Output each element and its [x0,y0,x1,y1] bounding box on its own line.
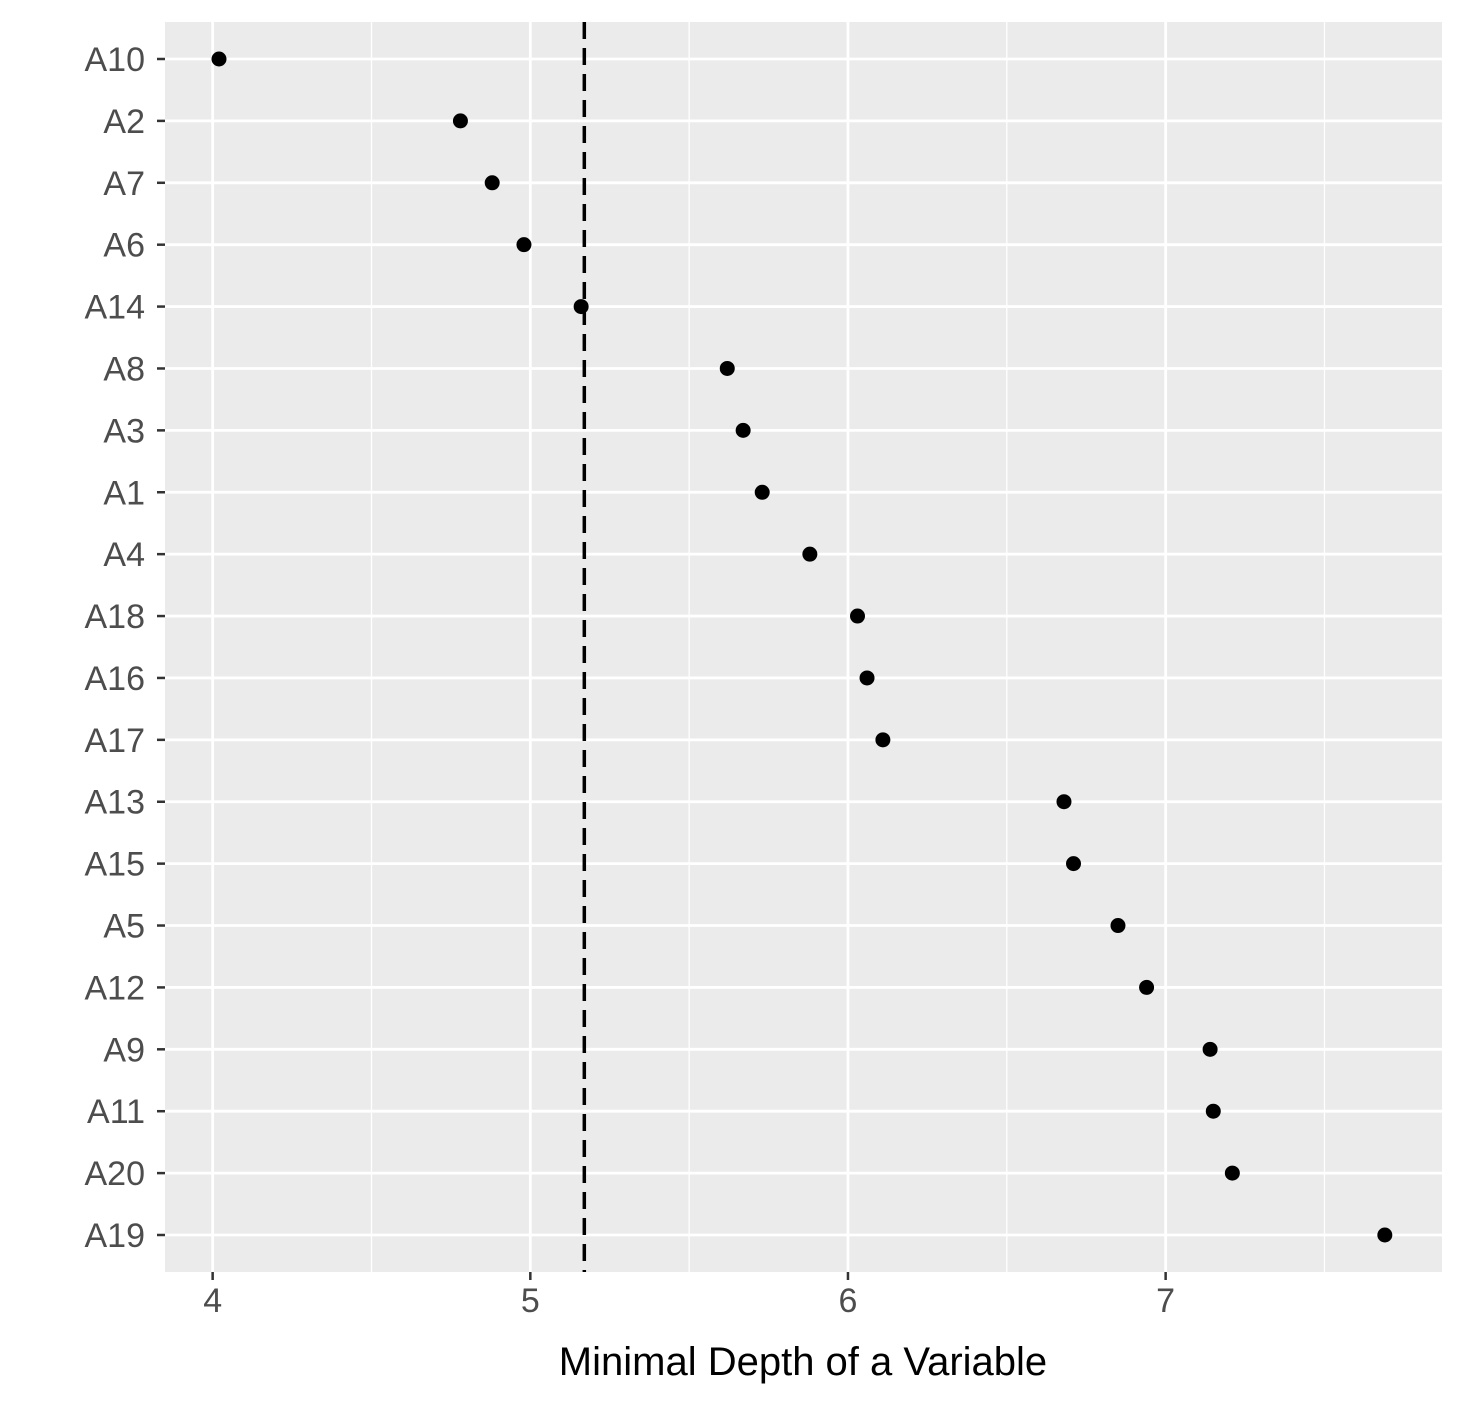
x-tick-label: 6 [839,1282,858,1320]
data-point [1377,1227,1393,1243]
data-point [754,484,770,500]
y-tick-label: A13 [85,784,146,822]
y-tick-label: A9 [103,1031,145,1069]
data-point [211,51,227,67]
data-point [735,422,751,438]
y-tick-label: A5 [103,908,145,946]
x-axis: 4 5 6 7 [203,1272,1175,1320]
data-point [859,670,875,686]
data-point [1202,1041,1218,1057]
x-axis-title: Minimal Depth of a Variable [559,1340,1047,1384]
y-tick-label: A15 [85,846,146,884]
grid-minor [370,22,1326,1272]
data-point [802,546,818,562]
y-tick-label: A8 [103,350,145,388]
y-tick-label: A20 [85,1155,146,1193]
x-tick-label: 5 [521,1282,540,1320]
data-point [1139,979,1155,995]
y-tick-label: A11 [87,1093,145,1131]
y-tick-label: A7 [103,165,145,203]
data-point [719,360,735,376]
y-tick-label: A14 [85,289,146,327]
panel-background [165,22,1442,1272]
y-tick-label: A12 [85,969,146,1007]
y-tick-label: A2 [103,103,145,141]
data-point [1205,1103,1221,1119]
x-tick-label: 7 [1156,1282,1175,1320]
grid-major [165,22,1442,1272]
data-point [1056,794,1072,810]
data-point [850,608,866,624]
data-point [452,113,468,129]
y-tick-label: A3 [103,412,145,450]
data-point [875,732,891,748]
y-axis: A10 A2 A7 A6 A14 A8 A3 A1 A4 A18 A16 A17 A13 A15 A5 A12… [85,41,165,1255]
x-tick-label: 4 [203,1282,222,1320]
y-tick-label: A4 [103,536,145,574]
data-point [484,175,500,191]
data-point [1224,1165,1240,1181]
y-tick-label: A6 [103,227,145,265]
data-point [1066,856,1082,872]
y-tick-label: A1 [103,474,145,512]
data-point [516,237,532,253]
y-tick-label: A17 [85,722,146,760]
y-tick-label: A18 [85,598,146,636]
y-tick-label: A16 [85,660,146,698]
y-tick-label: A10 [85,41,146,79]
data-point [573,299,589,315]
data-point [1110,918,1126,934]
y-tick-label: A19 [85,1217,146,1255]
points [211,51,1393,1243]
